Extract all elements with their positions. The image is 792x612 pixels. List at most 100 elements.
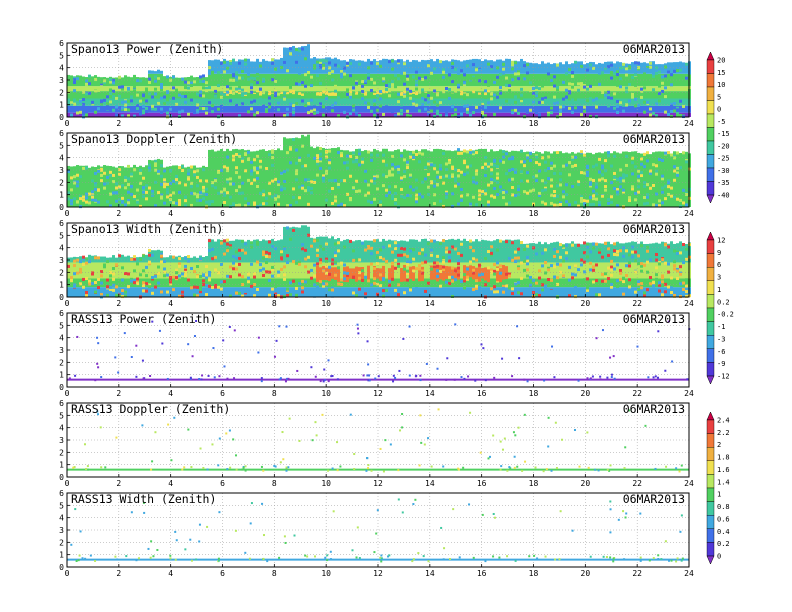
field-speckle bbox=[364, 275, 367, 279]
field-speckle bbox=[448, 259, 451, 263]
field-cell bbox=[304, 287, 307, 297]
field-speckle bbox=[481, 204, 484, 208]
field-cell bbox=[157, 262, 160, 279]
field-speckle bbox=[496, 75, 499, 79]
field-speckle bbox=[508, 274, 511, 278]
field-cell bbox=[379, 241, 382, 263]
field-speckle bbox=[229, 86, 232, 90]
field-cell bbox=[172, 105, 175, 113]
field-cell bbox=[676, 86, 679, 92]
field-cell bbox=[157, 86, 160, 92]
field-speckle bbox=[577, 204, 580, 208]
field-cell bbox=[304, 262, 307, 279]
field-speckle bbox=[520, 96, 523, 100]
field-speckle bbox=[121, 106, 124, 110]
field-cell bbox=[589, 86, 592, 92]
field-speckle bbox=[496, 66, 499, 70]
field-speckle bbox=[163, 102, 166, 106]
field-cell bbox=[247, 287, 250, 297]
field-speckle bbox=[343, 245, 346, 249]
field-speckle bbox=[250, 86, 253, 90]
field-cell bbox=[94, 98, 97, 106]
field-speckle bbox=[244, 58, 247, 62]
field-speckle bbox=[103, 288, 106, 292]
field-speckle bbox=[637, 61, 640, 65]
field-cell bbox=[634, 98, 637, 106]
field-speckle bbox=[394, 64, 397, 68]
field-cell bbox=[253, 287, 256, 297]
field-cell bbox=[169, 262, 172, 279]
field-speckle bbox=[550, 111, 553, 115]
field-speckle bbox=[454, 176, 457, 180]
field-speckle bbox=[73, 197, 76, 201]
field-speckle bbox=[211, 257, 214, 261]
field-cell bbox=[73, 262, 76, 279]
field-speckle bbox=[520, 179, 523, 183]
field-cell bbox=[397, 278, 400, 288]
field-speckle bbox=[304, 73, 307, 77]
field-speckle bbox=[514, 194, 517, 198]
field-cell bbox=[319, 236, 322, 263]
field-cell bbox=[337, 287, 340, 297]
field-speckle bbox=[208, 239, 211, 243]
field-speckle bbox=[175, 98, 178, 102]
field-speckle bbox=[352, 94, 355, 98]
field-cell bbox=[526, 73, 529, 87]
field-speckle bbox=[223, 93, 226, 97]
field-cell bbox=[328, 238, 331, 263]
field-cell bbox=[646, 91, 649, 99]
field-cell bbox=[373, 73, 376, 87]
field-speckle bbox=[475, 105, 478, 109]
field-speckle bbox=[355, 81, 358, 85]
field-speckle bbox=[403, 175, 406, 179]
field-speckle bbox=[526, 63, 529, 67]
field-speckle bbox=[181, 294, 184, 298]
field-cell bbox=[442, 278, 445, 288]
field-cell bbox=[457, 278, 460, 288]
field-speckle bbox=[196, 175, 199, 179]
field-cell bbox=[442, 287, 445, 297]
x-tick-label: 20 bbox=[581, 119, 591, 128]
field-cell bbox=[451, 151, 454, 207]
field-cell bbox=[193, 86, 196, 92]
field-cell bbox=[253, 262, 256, 279]
field-speckle bbox=[130, 192, 133, 196]
field-cell bbox=[67, 262, 70, 279]
field-speckle bbox=[388, 244, 391, 248]
field-speckle bbox=[163, 95, 166, 99]
field-cell bbox=[574, 91, 577, 99]
field-cell bbox=[241, 59, 244, 74]
field-speckle bbox=[115, 263, 118, 267]
field-cell bbox=[469, 73, 472, 87]
field-cell bbox=[583, 86, 586, 92]
field-cell bbox=[106, 112, 109, 117]
field-cell bbox=[151, 86, 154, 92]
field-speckle bbox=[202, 274, 205, 278]
field-speckle bbox=[412, 150, 415, 154]
field-speckle bbox=[418, 109, 421, 113]
field-speckle bbox=[514, 170, 517, 174]
field-cell bbox=[418, 73, 421, 87]
field-cell bbox=[139, 165, 142, 207]
field-speckle bbox=[640, 174, 643, 178]
field-cell bbox=[658, 112, 661, 117]
field-cell bbox=[169, 98, 172, 106]
field-speckle bbox=[427, 100, 430, 104]
field-speckle bbox=[367, 102, 370, 106]
field-speckle bbox=[157, 271, 160, 275]
field-speckle bbox=[121, 100, 124, 104]
field-band-cell bbox=[289, 90, 292, 94]
field-speckle bbox=[604, 179, 607, 183]
field-speckle bbox=[238, 154, 241, 158]
field-speckle bbox=[571, 85, 574, 89]
field-speckle bbox=[322, 247, 325, 251]
field-cell bbox=[577, 91, 580, 99]
x-tick-label: 0 bbox=[65, 119, 70, 128]
field-speckle bbox=[331, 179, 334, 183]
y-tick-label: 1 bbox=[59, 101, 64, 110]
field-band-cell bbox=[502, 264, 505, 280]
field-speckle bbox=[382, 77, 385, 81]
field-speckle bbox=[256, 242, 259, 246]
field-speckle bbox=[172, 275, 175, 279]
field-speckle bbox=[88, 192, 91, 196]
